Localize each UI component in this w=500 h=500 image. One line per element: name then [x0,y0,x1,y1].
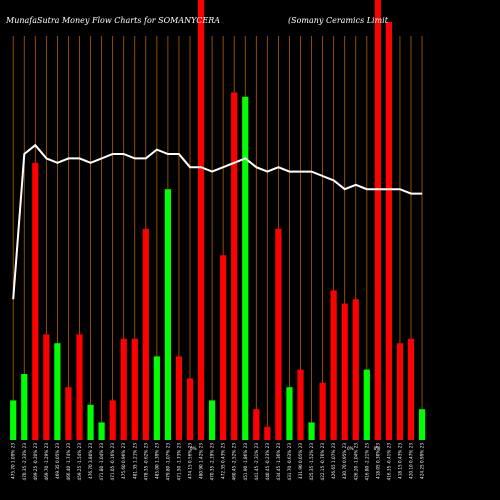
flow-bar [297,369,304,440]
x-tick-label: 418.15 0.43% 23 [397,443,402,479]
x-tick-label: 480.90 1.42% 23 [199,443,204,479]
flow-bar [164,189,171,440]
x-tick-label: 431.70 -0.63% 23 [287,443,292,481]
flow-bar [363,369,370,440]
flow-bar [319,382,326,440]
flow-bar [341,303,348,440]
x-tick-label: 471.50 -1.73% 23 [176,443,181,481]
flow-bar [220,255,227,440]
x-tick-label: 469.25 -0.20% 23 [33,443,38,481]
flow-bar [153,356,160,440]
x-tick-label: 459.25 -1.54% 23 [77,443,82,481]
flow-bar [43,334,50,440]
flow-bar [10,400,17,440]
x-center-label: 0% [190,446,197,451]
price-line [12,143,423,300]
x-tick-label: 451.90 -1.86% 23 [243,443,248,481]
flow-bar [264,426,271,440]
flow-bar [197,0,205,440]
x-tick-label: 426.20 -1.04% 23 [353,443,358,481]
flow-bar [308,422,315,440]
x-tick-label: 485.00 1.39% 23 [154,443,159,479]
x-tick-label: 418.05 0.30% 23 [375,443,380,479]
flow-bar [32,162,39,441]
x-tick-label: 471.05 -0.16% 23 [110,443,115,481]
flow-bar [352,299,359,440]
x-tick-label: 481.35 1.21% 23 [132,443,137,479]
flow-bar [87,404,94,440]
chart-title-left: MunafaSutra Money Flow Charts for SOMANY… [5,16,220,25]
flow-bar [186,378,194,440]
flow-bar [98,422,105,440]
flow-bar [65,387,72,440]
x-tick-label: 470.35 -2.33% 23 [22,443,27,481]
x-tick-label: 434.45 -1.36% 23 [276,443,281,481]
x-tick-label: 426.65 1.07% 23 [331,443,336,479]
flow-bar [131,338,138,440]
x-tick-label: 469.70 -1.29% 23 [44,443,49,481]
flow-bar [142,228,149,440]
chart-title-right: (Somany Ceramics Limit [288,16,389,25]
flow-bar [120,338,127,440]
x-tick-label: 475.60 0.96% 23 [121,443,126,479]
flow-bar [209,400,216,440]
x-right-label: 0% 0% [347,446,380,451]
x-tick-label: 424.25 0.99% 23 [420,443,425,479]
flow-bar [330,290,337,440]
x-tick-labels: 475.70 1.09% 23 470.35 -2.33% 23 469.25 -0… [11,443,425,481]
flow-bar [385,22,392,440]
flow-bar [253,409,260,440]
x-tick-label: 471.80 -1.04% 23 [99,443,104,481]
flow-bar [275,228,282,440]
flow-bar [396,343,404,440]
x-tick-label: 416.80 -2.21% 23 [364,443,369,481]
x-tick-label: 479.80 -1.07% 23 [165,443,170,481]
x-tick-label: 430.70 0.95% 23 [342,443,347,479]
x-tick-label: 431.90 0.05% 23 [298,443,303,479]
flow-bar [21,374,28,440]
flow-bar [286,387,293,440]
x-tick-label: 416.35 -0.41% 23 [386,443,391,481]
x-tick-label: 441.45 -2.31% 23 [254,443,259,481]
flow-bar [231,92,238,441]
x-tick-label: 478.35 -0.62% 23 [143,443,148,481]
x-tick-label: 472.35 0.43% 23 [221,443,226,479]
flow-bar [418,409,426,440]
x-tick-label: 440.45 -0.23% 23 [265,443,270,481]
flow-bar [109,400,116,440]
x-tick-label: 425.35 -1.52% 23 [309,443,314,481]
x-tick-label: 475.70 1.09% 23 [11,443,16,479]
x-tick-label: 469.35 0.05% 23 [55,443,60,479]
flow-bar [54,343,61,440]
x-tick-label: 422.15 -0.76% 23 [320,443,325,481]
x-tick-label: 474.15 0.56% 23 [188,443,193,479]
x-tick-label: 420.10 0.47% 23 [409,443,414,479]
x-tick-label: 476.70 3.80% 23 [88,443,93,479]
bars [10,0,426,441]
x-tick-label: 460.45 -2.52% 23 [232,443,237,481]
x-tick-label: 470.35 -2.19% 23 [210,443,215,481]
flow-bar [76,334,83,440]
x-tick-label: 466.40 -1.74% 23 [66,443,71,481]
flow-bar [374,0,381,440]
flow-bar [407,338,415,440]
flow-bar [242,96,249,441]
flow-bar [175,356,183,440]
